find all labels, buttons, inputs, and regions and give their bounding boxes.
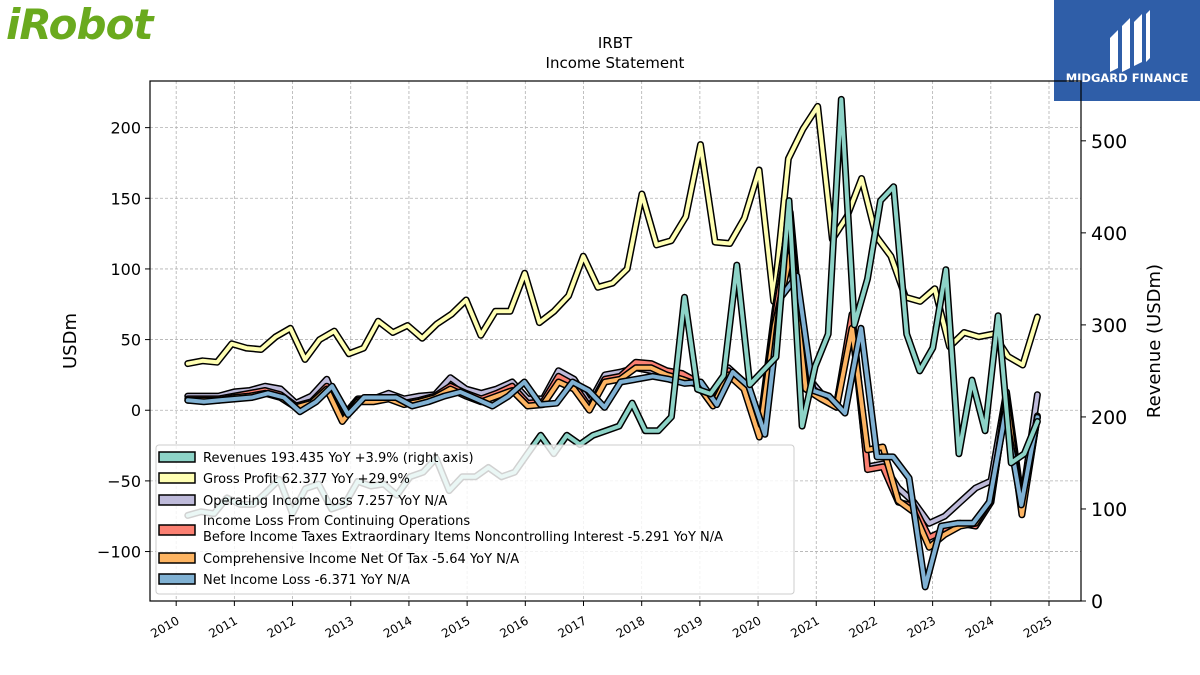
- x-tick-label: 2011: [206, 613, 239, 640]
- legend-label: Revenues 193.435 YoY +3.9% (right axis): [203, 451, 474, 466]
- x-tick-label: 2024: [963, 613, 996, 640]
- legend-swatch: [158, 472, 196, 484]
- y-right-tick-label: 400: [1091, 223, 1127, 245]
- x-tick-label: 2018: [614, 613, 647, 640]
- y-right-tick-label: 0: [1091, 591, 1103, 613]
- y-right-tick-label: 300: [1091, 315, 1127, 337]
- y-right-tick-label: 100: [1091, 499, 1127, 521]
- legend-swatch: [158, 573, 196, 585]
- y-left-tick-label: 150: [110, 189, 141, 208]
- series-line-net-income-loss: [185, 274, 1040, 589]
- y-left-tick-label: 0: [131, 401, 141, 420]
- y-left-tick-label: −100: [97, 543, 141, 562]
- y-right-tick-label: 500: [1091, 131, 1127, 153]
- legend-swatch: [158, 494, 196, 506]
- chart-title: IRBT: [598, 34, 633, 52]
- legend-label: Comprehensive Income Net Of Tax -5.64 Yo…: [203, 552, 519, 567]
- plot-frame: [149, 80, 1082, 602]
- series-line-gross-profit: [185, 104, 1040, 367]
- series-line-comprehensive-income-net-of-tax: [185, 252, 1040, 550]
- x-tick-label: 2014: [381, 613, 414, 640]
- legend-box: [155, 444, 795, 595]
- midgard-finance-logo: MIDGARD FINANCE: [1054, 0, 1200, 101]
- left-axis-label: USDm: [60, 313, 81, 369]
- irobot-logo: iRobot: [6, 0, 176, 50]
- y-left-tick-label: 200: [110, 119, 141, 138]
- x-tick-label: 2012: [265, 613, 298, 640]
- x-tick-label: 2016: [497, 613, 530, 640]
- chart-subtitle: Income Statement: [546, 54, 685, 72]
- y-left-tick-label: 50: [121, 331, 141, 350]
- x-tick-label: 2021: [788, 613, 821, 640]
- x-tick-label: 2023: [905, 613, 938, 640]
- x-tick-label: 2019: [672, 613, 705, 640]
- legend-swatch: [158, 524, 196, 536]
- x-tick-label: 2013: [323, 613, 356, 640]
- legend-label: Gross Profit 62.377 YoY +29.9%: [203, 472, 410, 487]
- legend-label: Income Loss From Continuing Operations Be…: [203, 514, 723, 545]
- x-tick-label: 2025: [1021, 613, 1054, 640]
- legend-swatch: [158, 451, 196, 463]
- x-tick-label: 2022: [846, 613, 879, 640]
- legend-label: Net Income Loss -6.371 YoY N/A: [203, 573, 410, 588]
- y-left-tick-label: −50: [107, 472, 141, 491]
- right-axis-label: Revenue (USDm): [1144, 264, 1165, 418]
- x-tick-label: 2017: [556, 613, 589, 640]
- legend-label: Operating Income Loss 7.257 YoY N/A: [203, 494, 447, 509]
- series-outline-gross-profit: [184, 102, 1041, 369]
- x-tick-label: 2010: [148, 613, 181, 640]
- x-tick-label: 2015: [439, 613, 472, 640]
- x-tick-label: 2020: [730, 613, 763, 640]
- legend-swatch: [158, 552, 196, 564]
- legend: Revenues 193.435 YoY +3.9% (right axis) G…: [155, 444, 795, 595]
- svg-text:iRobot: iRobot: [6, 0, 155, 46]
- svg-text:MIDGARD FINANCE: MIDGARD FINANCE: [1066, 71, 1189, 85]
- y-left-tick-label: 100: [110, 260, 141, 279]
- y-right-tick-label: 200: [1091, 407, 1127, 429]
